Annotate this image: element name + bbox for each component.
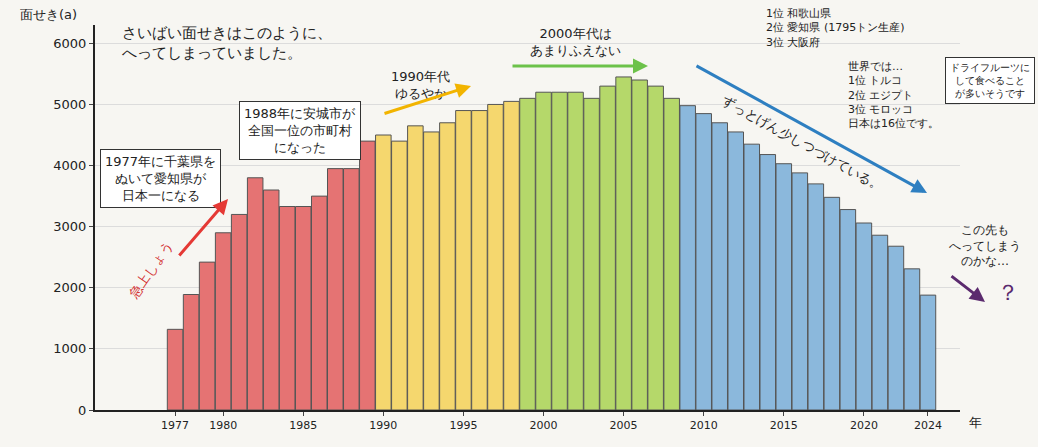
svg-text:世界では…1位 トルコ2位 エジプト3位 モロッコ日本は16: 世界では…1位 トルコ2位 エジプト3位 モロッコ日本は16位です。 (848, 60, 939, 130)
svg-text:1000: 1000 (53, 341, 86, 356)
svg-text:1977年に千葉県をぬいて愛知県が日本一になる: 1977年に千葉県をぬいて愛知県が日本一になる (105, 154, 216, 203)
svg-text:3000: 3000 (53, 219, 86, 234)
svg-text:さいばい面せきはこのように、へってしまっていました。: さいばい面せきはこのように、へってしまっていました。 (122, 24, 332, 62)
svg-text:2010: 2010 (690, 419, 718, 432)
svg-text:2000: 2000 (530, 419, 558, 432)
svg-text:2000: 2000 (53, 280, 86, 295)
svg-text:1位 和歌山県2位 愛知県 (1795トン生産)3位 大阪府: 1位 和歌山県2位 愛知県 (1795トン生産)3位 大阪府 (766, 7, 905, 49)
svg-text:ずっとげん少しつづけている。: ずっとげん少しつづけている。 (720, 93, 886, 194)
svg-text:2024: 2024 (914, 419, 942, 432)
svg-text:この先もへってしまうのかな…: この先もへってしまうのかな… (949, 223, 1021, 268)
svg-text:2015: 2015 (770, 419, 798, 432)
svg-text:1988年に安城市が全国一位の市町村になった: 1988年に安城市が全国一位の市町村になった (244, 106, 356, 155)
svg-text:ドライフルーツにして食べることが多いそうです: ドライフルーツにして食べることが多いそうです (950, 62, 1030, 99)
svg-text:？: ？ (997, 280, 1019, 305)
svg-text:1980: 1980 (209, 419, 237, 432)
svg-text:1995: 1995 (449, 419, 477, 432)
svg-text:5000: 5000 (53, 97, 86, 112)
svg-text:年: 年 (969, 415, 982, 430)
svg-text:6000: 6000 (53, 36, 86, 51)
svg-text:2000年代はあまりふえない: 2000年代はあまりふえない (530, 26, 621, 58)
svg-text:2005: 2005 (610, 419, 638, 432)
svg-text:1990: 1990 (369, 419, 397, 432)
svg-text:0: 0 (78, 403, 86, 418)
svg-text:2020: 2020 (850, 419, 878, 432)
svg-text:1990年代ゆるやか: 1990年代ゆるやか (391, 69, 450, 101)
svg-text:4000: 4000 (53, 158, 86, 173)
svg-text:1977: 1977 (161, 419, 189, 432)
svg-text:面せき(a): 面せき(a) (20, 7, 77, 22)
svg-text:1985: 1985 (289, 419, 317, 432)
svg-text:急上しょう: 急上しょう (125, 239, 175, 302)
